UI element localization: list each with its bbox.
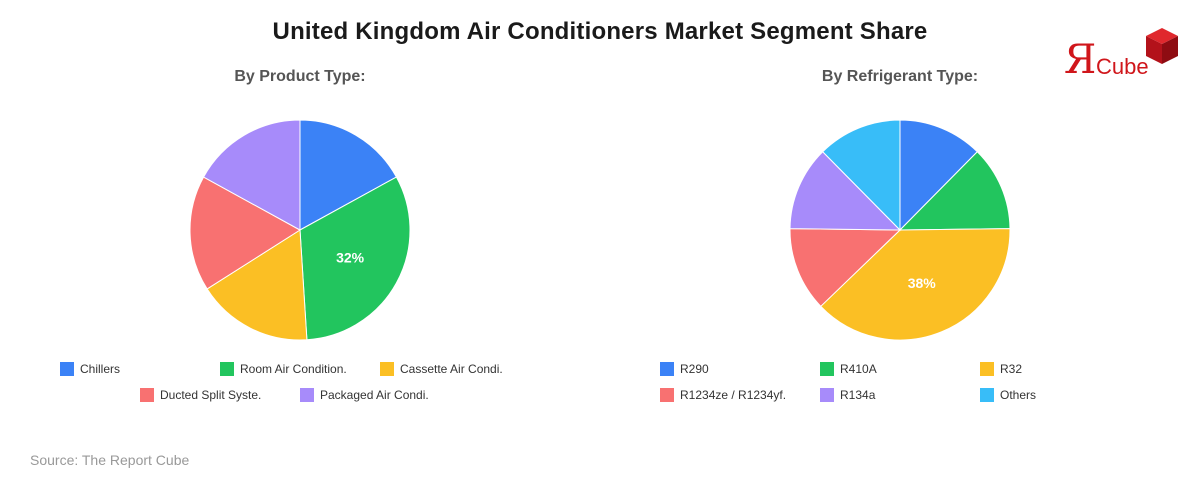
legend-item-r32: R32 xyxy=(980,361,1022,377)
pie-slice-r32 xyxy=(820,228,1011,341)
legend-swatch xyxy=(980,388,994,402)
source-note: Source: The Report Cube xyxy=(30,452,190,468)
legend-swatch xyxy=(220,362,234,376)
legend-label: R134a xyxy=(840,388,876,402)
legend-label: Others xyxy=(1000,388,1037,402)
pie-slice-r1234ze-r1234yf- xyxy=(789,228,902,308)
legend-item-cassette-air-condi-: Cassette Air Condi. xyxy=(380,361,503,377)
legend-swatch xyxy=(820,362,834,376)
legend-swatch xyxy=(660,388,674,402)
pie-slice-r410a xyxy=(898,151,1011,231)
legend-label: R32 xyxy=(1000,362,1023,376)
cube-icon xyxy=(1146,28,1178,64)
legend-item-others: Others xyxy=(980,387,1036,403)
pie-slice-chillers xyxy=(299,119,398,231)
legend-label: Room Air Condition. xyxy=(240,362,347,376)
report-cube-logo: Я Cube xyxy=(1060,26,1190,84)
product-type-pie: 32% xyxy=(189,119,411,341)
legend-item-ducted-split-syste-: Ducted Split Syste. xyxy=(140,387,261,403)
legend-swatch xyxy=(380,362,394,376)
legend-item-r134a: R134a xyxy=(820,387,875,403)
legend-label: R1234ze / R1234yf. xyxy=(680,388,787,402)
legend-label: R410A xyxy=(840,362,877,376)
pie-slice-r134a xyxy=(789,151,902,231)
pie-slice-ducted-split-syste- xyxy=(189,176,301,290)
pie-data-label: 38% xyxy=(908,275,937,291)
product-type-subtitle: By Product Type: xyxy=(234,68,366,85)
legend-label: Chillers xyxy=(80,362,121,376)
pie-slice-packaged-air-condi- xyxy=(202,119,301,231)
legend-label: Cassette Air Condi. xyxy=(400,362,503,376)
logo-text: Cube xyxy=(1096,54,1149,79)
legend-label: Ducted Split Syste. xyxy=(160,388,262,402)
legend-label: R290 xyxy=(680,362,709,376)
pie-slice-r290 xyxy=(899,119,978,232)
chart-title: United Kingdom Air Conditioners Market S… xyxy=(272,18,928,45)
legend-swatch xyxy=(660,362,674,376)
refrigerant-type-subtitle: By Refrigerant Type: xyxy=(821,68,979,85)
legend-item-r1234ze-r1234yf-: R1234ze / R1234yf. xyxy=(660,387,786,403)
refrigerant-type-pie: 38% xyxy=(789,119,1011,341)
pie-slice-room-air-condition- xyxy=(299,176,411,341)
pie-data-label: 32% xyxy=(336,250,365,266)
legend-swatch xyxy=(300,388,314,402)
legend-item-packaged-air-condi-: Packaged Air Condi. xyxy=(300,387,429,403)
legend-item-room-air-condition-: Room Air Condition. xyxy=(220,361,347,377)
logo-mark: Я xyxy=(1064,37,1097,83)
pie-slice-cassette-air-condi- xyxy=(206,229,308,341)
legend-swatch xyxy=(820,388,834,402)
legend-item-chillers: Chillers xyxy=(60,361,120,377)
legend-swatch xyxy=(60,362,74,376)
legend-item-r410a: R410A xyxy=(820,361,877,377)
legend-swatch xyxy=(140,388,154,402)
legend-label: Packaged Air Condi. xyxy=(320,388,429,402)
legend-item-r290: R290 xyxy=(660,361,709,377)
legend-swatch xyxy=(980,362,994,376)
pie-slice-others xyxy=(822,119,901,232)
